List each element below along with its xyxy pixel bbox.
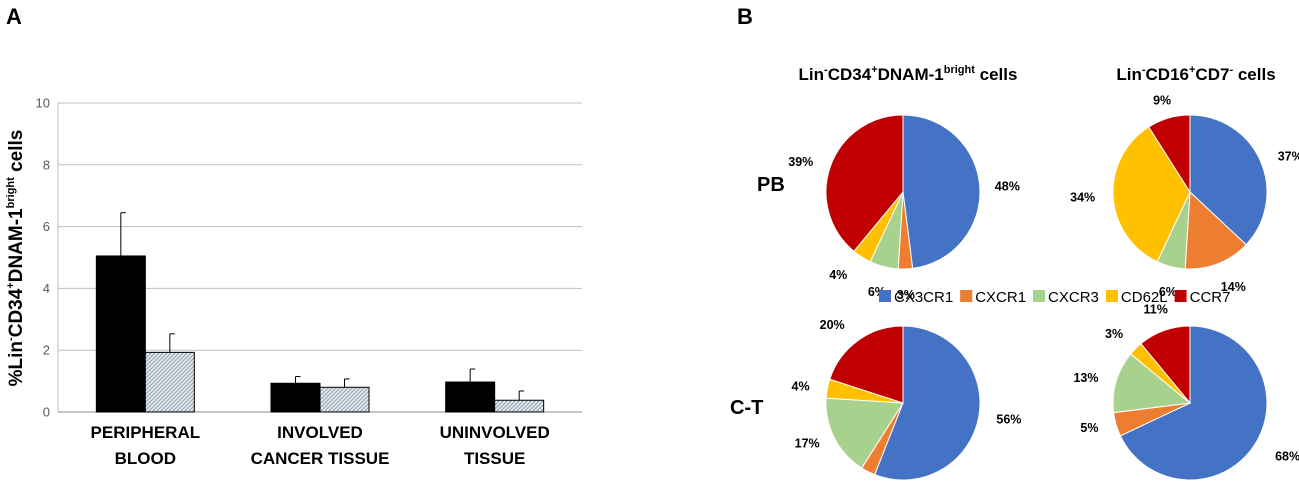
legend-swatch-ccr7 [1174,290,1187,302]
pie-0-label-0: 48% [995,179,1020,193]
pie-2-slice-ccr7 [829,325,904,404]
bar-series-solid-0 [95,255,146,413]
pie-legend: CX3CR1 CXCR1 CXCR3 CD62L CCR7 [879,289,1230,306]
legend-swatch-cxcr3 [1033,290,1046,302]
pie-3-label-3: 3% [1105,327,1123,341]
bar-y-tick-10: 10 [36,96,50,111]
bar-series-solid-2 [445,381,496,413]
legend-label-ccr7: CCR7 [1190,289,1231,306]
pie-1-label-0: 37% [1278,150,1299,164]
bar-y-tick-6: 6 [43,219,50,234]
pie-0-label-4: 39% [788,155,813,169]
bar-series-hatched-1 [319,386,370,413]
pie-1-label-1: 14% [1221,280,1246,294]
pie-1-slice-cd62l [1112,126,1191,263]
pie-1-slice-cx3cr1 [1189,114,1268,246]
bar-chart-categories: PERIPHERAL BLOOD INVOLVED CANCER TISSUE UNIN… [91,423,550,468]
pie-2-slice-cxcr3 [825,397,904,469]
bar-y-tick-4: 4 [43,281,50,296]
pie-3-label-4: 11% [1144,302,1168,316]
bar-series-solid-1 [270,382,321,413]
pie-column-title-1: Lin-CD34+DNAM-1bright cells [799,64,1018,84]
pie-0-label-1: 3% [897,288,915,302]
legend-label-cxcr1: CXCR1 [975,289,1026,306]
bar-y-tick-8: 8 [43,157,50,172]
bar-series-hatched-2 [494,399,545,413]
pie-2-label-3: 4% [792,379,810,393]
pie-3-label-0: 68% [1275,450,1299,464]
bar-chart-bars [95,212,545,413]
bar-y-tick-0: 0 [43,405,50,420]
panel-label-a: A [6,4,22,29]
pie-column-title-2: Lin-CD16+CD7- cells [1116,64,1275,84]
pie-3-label-1: 5% [1080,421,1098,435]
pie-1-label-3: 34% [1070,191,1095,205]
pie-3-slice-cx3cr1 [1119,325,1268,481]
legend-swatch-cx3cr1 [879,290,891,302]
legend-swatch-cd62l [1105,290,1118,302]
pie-3-slice-cxcr3 [1112,353,1192,414]
pie-2-slice-cx3cr1 [874,325,981,481]
bar-category-label-1: INVOLVED CANCER TISSUE [251,423,390,468]
pie-3-label-2: 13% [1073,371,1098,385]
panel-label-b: B [737,4,753,29]
pie-charts: 48%3%6%4%39%37%14%6%34%9%56%3%17%4%20%68… [788,94,1299,481]
legend-swatch-cxcr1 [960,290,973,302]
legend-label-cx3cr1: CX3CR1 [894,289,953,306]
pie-1-label-2: 6% [1159,285,1177,299]
bar-category-label-0: PERIPHERAL BLOOD [91,423,201,468]
pie-row-label-ct: C-T [730,397,763,419]
pie-1-slice-cxcr1 [1184,190,1247,270]
pie-3-slice-ccr7 [1140,325,1191,405]
pie-0-slice-cx3cr1 [902,114,981,269]
pie-2-label-4: 20% [820,318,845,332]
pie-0-label-3: 4% [829,268,847,282]
pie-1-slice-ccr7 [1148,114,1191,194]
bar-chart-y-ticks: 0 2 4 6 8 10 [36,96,50,420]
pie-row-label-pb: PB [757,174,785,196]
legend-label-cxcr3: CXCR3 [1048,289,1099,306]
legend-label-cd62l: CD62L [1121,289,1168,306]
bar-series-hatched-0 [144,351,195,413]
bar-chart-y-axis-label: %Lin-CD34+DNAM-1bright cells [5,130,27,387]
pie-0-slice-ccr7 [825,114,904,253]
pie-2-label-0: 56% [996,413,1021,427]
pie-1-label-4: 9% [1153,94,1171,108]
bar-y-tick-2: 2 [43,343,50,358]
pie-2-label-2: 17% [795,436,820,450]
bar-category-label-2: UNINVOLVED TISSUE [440,423,550,468]
